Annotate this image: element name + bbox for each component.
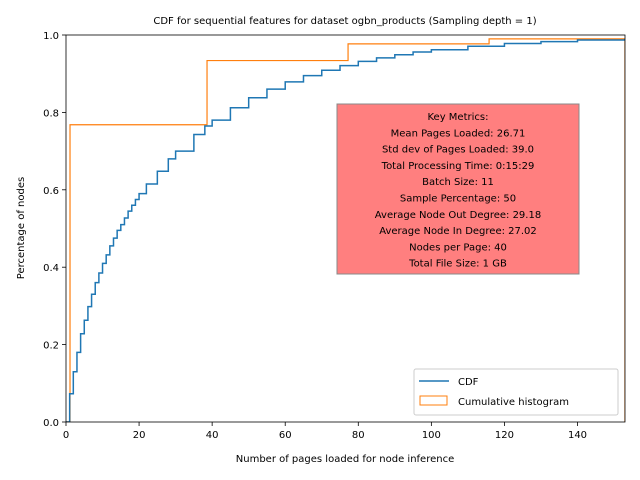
x-tick-label: 100 [422,430,441,441]
x-tick-label: 80 [352,430,365,441]
legend: CDF Cumulative histogram [413,368,619,416]
axes-frame [65,34,626,423]
key-metrics-background [336,103,580,275]
y-axis-label: Percentage of nodes [16,177,27,279]
x-tick-label: 40 [206,430,219,441]
y-tick-label: 0.2 [43,341,59,352]
x-tick-label: 20 [133,430,146,441]
key-metrics-line: Batch Size: 11 [422,177,494,188]
key-metrics-line: Std dev of Pages Loaded: 39.0 [382,145,534,156]
y-tick-label: 0.4 [43,263,59,274]
chart-title: CDF for sequential features for dataset … [153,16,536,27]
x-tick-label: 0 [63,430,69,441]
key-metrics-line: Total Processing Time: 0:15:29 [381,161,535,172]
key-metrics-line: Nodes per Page: 40 [409,242,507,253]
y-tick-label: 0.8 [43,108,59,119]
legend-histogram-swatch [419,395,448,406]
x-tick-label: 140 [568,430,587,441]
x-axis-label: Number of pages loaded for node inferenc… [236,454,454,465]
legend-cdf-label: CDF [458,377,479,388]
axes: 0 20 40 60 80 100 120 140 0.0 0.2 0.4 0.6 0.8 1.0 [43,31,626,441]
cumulative-histogram-outline [66,38,625,422]
y-tick-label: 0.0 [43,418,59,429]
legend-box [413,368,619,416]
key-metrics-line: Mean Pages Loaded: 26.71 [391,128,526,139]
key-metrics-line: Average Node In Degree: 27.02 [379,226,537,237]
x-tick-label: 120 [495,430,514,441]
key-metrics-box: Key Metrics: Mean Pages Loaded: 26.71 Std … [336,103,580,275]
plot-area [66,38,625,422]
key-metrics-line: Average Node Out Degree: 29.18 [375,210,541,221]
y-tick-label: 0.6 [43,186,59,197]
x-tick-label: 60 [279,430,292,441]
cdf-line [66,38,625,422]
key-metrics-line: Total File Size: 1 GB [408,259,507,270]
y-tick-label: 1.0 [43,31,59,42]
legend-histogram-label: Cumulative histogram [458,397,569,408]
key-metrics-line: Sample Percentage: 50 [400,194,516,205]
key-metrics-line: Key Metrics: [428,112,489,123]
